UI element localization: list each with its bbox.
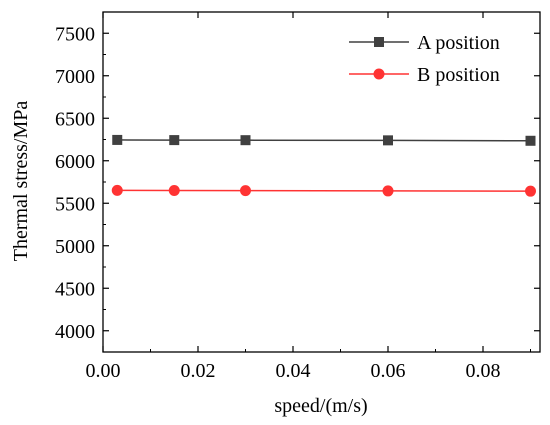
series-1-point [169,135,180,146]
legend-label: B position [417,64,500,86]
series-2-point [525,185,536,197]
series-2-point [111,184,123,196]
legend: A position B position [349,32,500,86]
series-2-point [240,185,251,197]
legend-label: A position [417,32,500,54]
plot-area [111,134,536,197]
x-tick-label: 0.00 [86,360,121,382]
series-1-point [383,135,393,146]
series-1-point [525,135,536,146]
y-tick-label: 5500 [55,193,95,215]
series-1-point [240,135,251,146]
series-2-point [168,185,180,196]
y-tick-label: 6500 [55,108,95,130]
x-tick-label: 0.04 [276,360,311,382]
series-2-point [382,185,394,197]
x-tick-label: 0.02 [181,360,216,382]
plot-frame [102,11,541,353]
legend-marker [374,37,384,47]
series-1-point [112,134,123,145]
x-tick-label: 0.06 [371,360,406,382]
y-tick-label: 7000 [55,66,95,88]
x-tick-label: 0.08 [466,360,501,382]
y-tick-label: 4000 [55,321,95,343]
y-tick-label: 4500 [55,278,95,300]
axes: 0.00 0.02 0.04 0.06 0.08 4000 4500 5000 5500 6000… [55,11,541,382]
legend-marker [373,68,385,80]
y-tick-label: 5000 [55,236,95,258]
y-tick-label: 7500 [55,23,95,45]
y-tick-label: 6000 [55,151,95,173]
y-axis-label: Thermal stress/MPa [10,101,32,262]
x-axis-label: speed/(m/s) [274,395,367,417]
